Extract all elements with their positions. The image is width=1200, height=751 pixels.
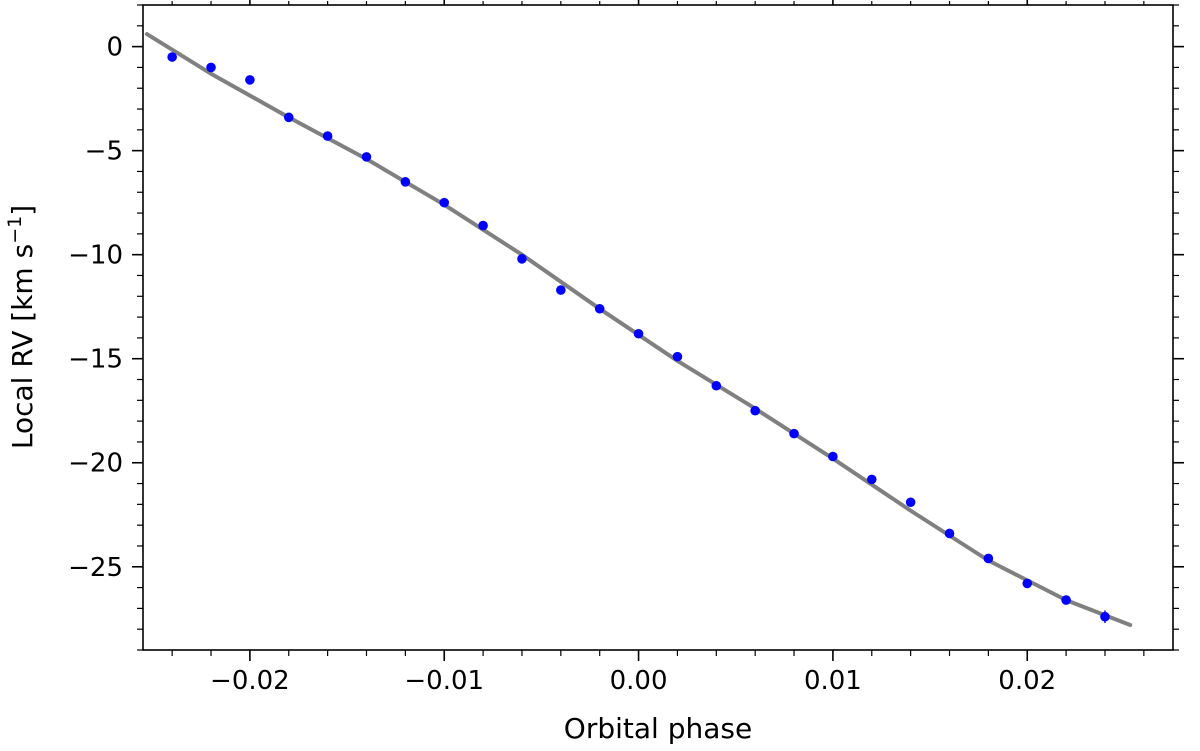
y-axis-label-main: Local RV [km s	[6, 244, 39, 449]
x-tick-label: 0.01	[804, 666, 862, 696]
data-point	[517, 254, 527, 264]
x-tick-label: −0.02	[210, 666, 290, 696]
data-point	[439, 197, 450, 208]
x-tick-label: 0.02	[998, 666, 1056, 696]
y-tick-label: −5	[85, 137, 123, 167]
axis-ticks	[132, 0, 1184, 661]
x-axis-label: Orbital phase	[564, 712, 752, 745]
data-point	[711, 380, 722, 391]
data-point	[400, 177, 411, 187]
data-point	[167, 52, 177, 62]
data-point	[983, 553, 994, 564]
data-point	[944, 528, 955, 539]
x-tick-label: 0.00	[610, 666, 668, 696]
y-axis-label: Local RV [km s−1]	[4, 205, 39, 449]
x-tick-label: −0.01	[404, 666, 484, 696]
data-point	[283, 112, 294, 123]
data-point	[594, 303, 605, 314]
tick-labels: −0.02 −0.01 0.00 0.01 0.02 0 −5 −10 −15 −20 −25	[68, 33, 1056, 696]
data-point	[789, 428, 799, 439]
y-tick-label: 0	[106, 33, 123, 63]
y-axis-label-close: ]	[6, 205, 39, 216]
data-point	[361, 152, 372, 162]
data-point	[905, 497, 916, 508]
data-point	[245, 75, 255, 85]
data-point	[556, 285, 566, 295]
data-point	[866, 474, 877, 485]
data-point	[206, 62, 216, 73]
y-axis-label-exponent: −1	[4, 216, 26, 244]
data-point	[1100, 611, 1110, 622]
data-point-layer	[167, 52, 1110, 622]
y-tick-label: −25	[68, 553, 123, 583]
plot-frame	[142, 4, 1174, 651]
data-point	[322, 131, 333, 141]
data-point	[750, 405, 760, 416]
y-tick-label: −15	[68, 345, 123, 375]
y-tick-label: −20	[68, 449, 123, 479]
data-point	[478, 220, 488, 231]
y-tick-label: −10	[68, 241, 123, 271]
data-point	[633, 328, 644, 339]
data-point	[1061, 595, 1071, 605]
data-point	[1022, 578, 1033, 589]
data-point	[828, 451, 838, 462]
data-point	[672, 351, 683, 362]
